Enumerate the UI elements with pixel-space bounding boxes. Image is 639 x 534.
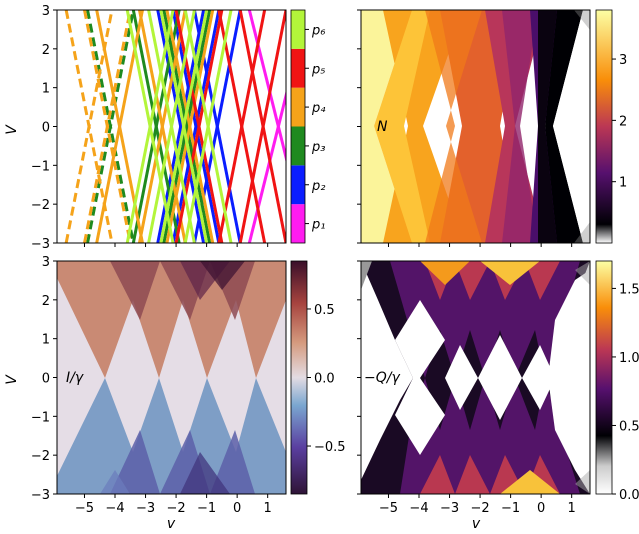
- colorbar-tick-label: 3: [619, 53, 627, 68]
- heatmap-region: [110, 430, 255, 494]
- x-axis-label-left: v: [167, 516, 176, 532]
- y-tick-label: −2: [31, 449, 50, 464]
- x-tick-label: −2: [470, 501, 489, 516]
- legend-label: p₅: [311, 62, 325, 77]
- q-panel-label: −Q/γ: [364, 370, 400, 386]
- panel-top-left: p₁ p₂ p₃ p₄ p₅ p₆: [56, 9, 326, 244]
- panel-bottom-left: I/γ 0.5 0.0 −0.5: [56, 260, 346, 495]
- colorbar-tick-label: 1.0: [619, 351, 639, 366]
- colorbar-tick-label: 2: [619, 114, 627, 129]
- y-axis-label-bottom: V: [4, 374, 20, 385]
- heatmap-region: [502, 10, 538, 243]
- x-tick-label: −1: [501, 501, 520, 516]
- crossing-line: [159, 10, 209, 243]
- colorbar-tick-label: 1: [619, 176, 627, 191]
- colorbar-tick-label: 0.5: [314, 303, 335, 318]
- heatmap-region: [425, 10, 482, 243]
- n-colorbar-ticks: 3 2 1: [612, 53, 627, 191]
- legend-swatch: [291, 204, 305, 243]
- y-tick-label: −3: [31, 237, 50, 252]
- legend-label: p₁: [311, 218, 325, 233]
- y-tick-label: 0: [42, 121, 50, 136]
- crossing-line: [171, 10, 221, 243]
- i-heatmap: [57, 261, 286, 494]
- crossing-line: [217, 10, 267, 243]
- legend-label: p₆: [311, 23, 325, 38]
- crossing-line: [247, 89, 286, 243]
- y-tick-label: −1: [31, 159, 50, 174]
- crossing-line: [83, 10, 132, 243]
- x-tick-label: −4: [409, 501, 428, 516]
- y-tick-label: −2: [31, 198, 50, 213]
- crossing-line: [137, 10, 187, 243]
- axis-ticks: 3 2 1 0 −1 −2 −3 3 2 1 0 −1 −2 −3 −5 −4 −3 −2 −1 0 1 −5 −4 −3 −2…: [31, 4, 576, 516]
- x-tick-label: 1: [568, 501, 576, 516]
- heatmap-region: [545, 10, 583, 243]
- x-tick-label: −2: [166, 501, 185, 516]
- i-colorbar-ticks: 0.5 0.0 −0.5: [307, 303, 346, 455]
- crossing-line: [162, 10, 212, 243]
- colorbar-tick-label: 1.5: [619, 282, 639, 297]
- crossing-line: [64, 10, 114, 243]
- x-tick-label: −4: [105, 501, 124, 516]
- legend-label: p₃: [311, 140, 325, 155]
- x-tick-label: −5: [379, 501, 398, 516]
- x-tick-label: 0: [537, 501, 545, 516]
- q-heatmap: [361, 261, 590, 494]
- x-tick-label: −1: [197, 501, 216, 516]
- legend-swatch: [291, 165, 305, 205]
- colorbar-tick-label: 0.0: [619, 488, 639, 503]
- legend-swatch: [291, 48, 305, 88]
- panel-bottom-right: −Q/γ 1.5 1.0 0.5 0.0: [360, 260, 639, 503]
- crossing-line: [165, 10, 215, 243]
- colorbar-tick-label: −0.5: [314, 440, 346, 455]
- heatmap-region: [374, 10, 430, 243]
- x-tick-label: −3: [136, 501, 155, 516]
- q-colorbar: [595, 260, 613, 495]
- x-axis-label-right: v: [472, 516, 481, 532]
- y-tick-label: 1: [42, 82, 50, 97]
- y-tick-label: −3: [31, 488, 50, 503]
- legend-swatch: [291, 126, 305, 166]
- crossing-line: [86, 10, 135, 243]
- legend-swatch: [291, 87, 305, 127]
- crossing-line: [183, 10, 233, 243]
- colorbar-tick-label: 0.5: [619, 419, 639, 434]
- heatmap-region: [361, 10, 412, 243]
- y-tick-label: 2: [42, 43, 50, 58]
- n-colorbar: [595, 9, 613, 244]
- heatmap-region: [538, 10, 557, 243]
- crossing-lines: [64, 10, 286, 243]
- crossing-line: [174, 10, 224, 243]
- crossing-line: [238, 10, 286, 243]
- i-panel-label: I/γ: [66, 370, 84, 386]
- n-panel-label: N: [377, 119, 388, 135]
- crossing-line: [125, 10, 175, 243]
- y-tick-label: 2: [42, 294, 50, 309]
- q-colorbar-ticks: 1.5 1.0 0.5 0.0: [612, 282, 639, 503]
- y-tick-label: 0: [42, 372, 50, 387]
- x-tick-label: 1: [264, 501, 272, 516]
- legend-swatch: [291, 10, 305, 49]
- y-tick-label: −1: [31, 410, 50, 425]
- i-colorbar: [290, 260, 308, 495]
- legend-label: p₄: [311, 101, 326, 116]
- y-tick-label: 1: [42, 333, 50, 348]
- y-axis-label-top: V: [4, 124, 20, 135]
- x-tick-label: 0: [233, 501, 241, 516]
- y-tick-label: 3: [42, 4, 50, 19]
- x-tick-label: −3: [440, 501, 459, 516]
- p-legend-colorbar: p₁ p₂ p₃ p₄ p₅ p₆: [290, 9, 326, 244]
- heatmap-region: [553, 10, 590, 243]
- y-tick-label: 3: [42, 255, 50, 270]
- n-heatmap: [361, 10, 590, 243]
- panel-top-right: N 3 2 1: [360, 9, 627, 244]
- colorbar-tick-label: 0.0: [314, 372, 335, 387]
- crossing-line: [147, 10, 196, 243]
- legend-label: p₂: [311, 179, 325, 194]
- x-tick-label: −5: [75, 501, 94, 516]
